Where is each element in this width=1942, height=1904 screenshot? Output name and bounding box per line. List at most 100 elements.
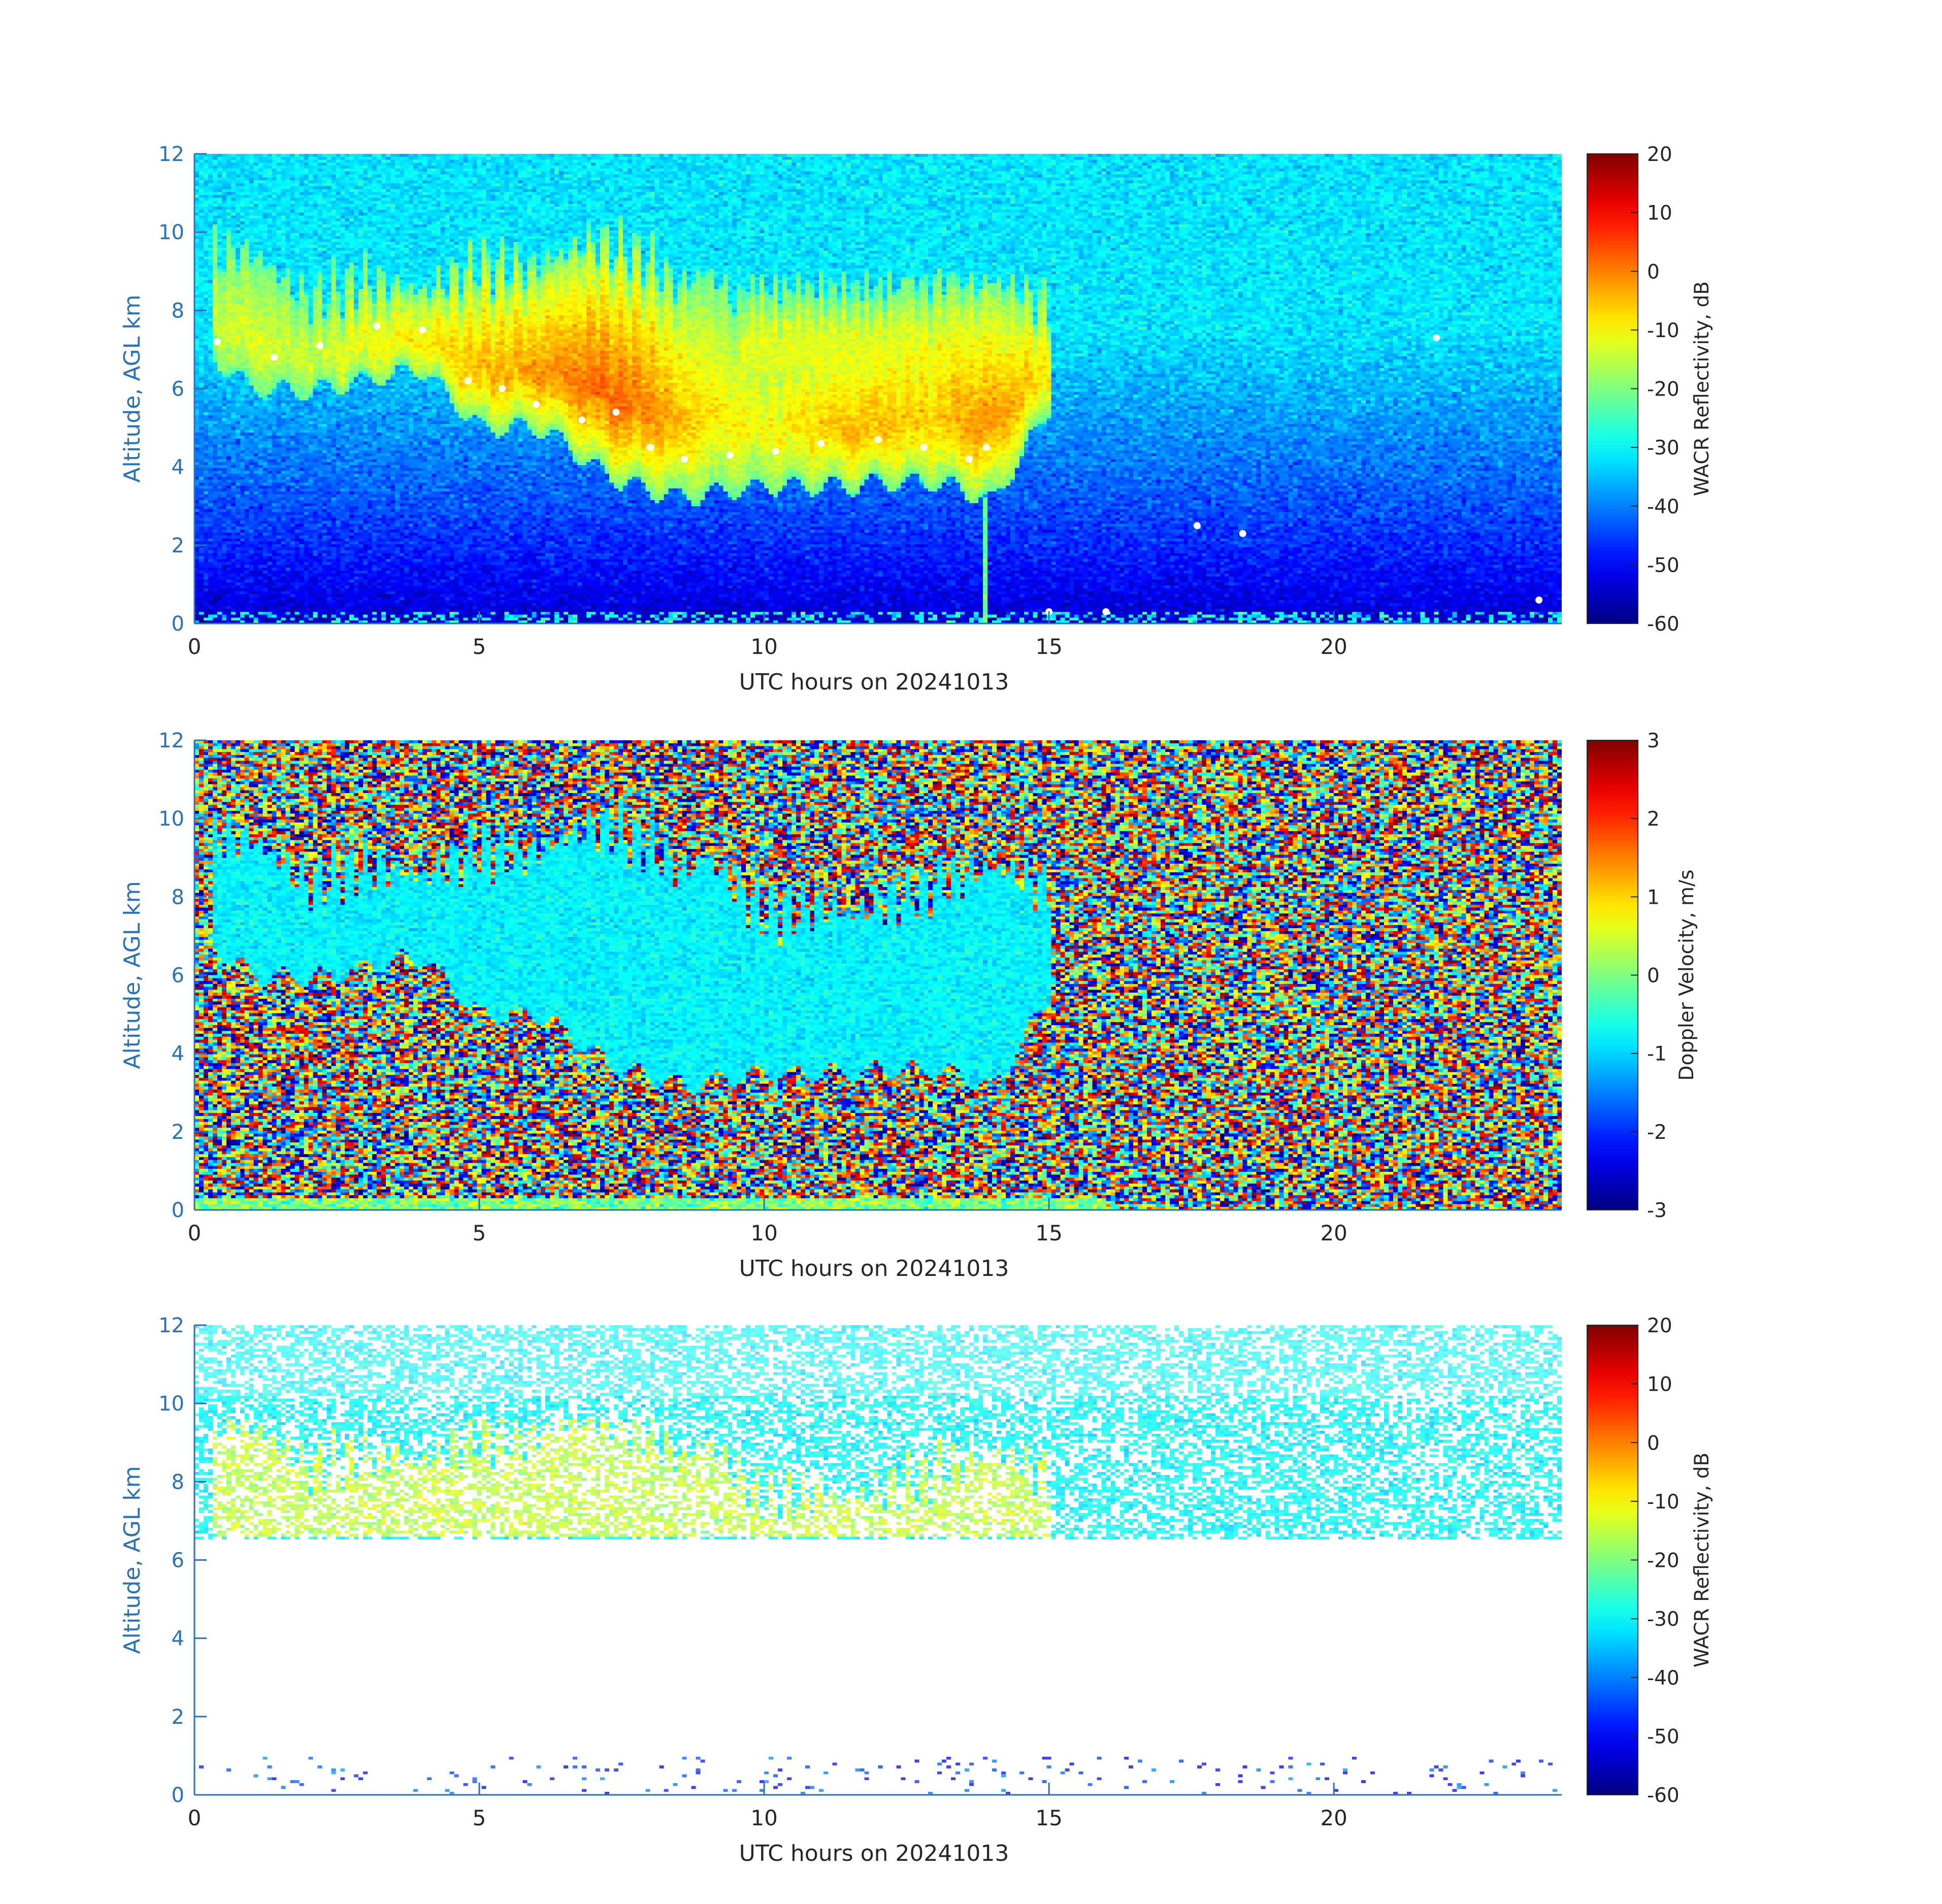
white-marker — [1193, 522, 1201, 530]
y-axis-label: Altitude, AGL km — [119, 294, 145, 482]
heatmap-image — [194, 740, 1562, 1210]
x-tick-label: 10 — [750, 634, 777, 659]
white-marker — [498, 385, 506, 392]
white-marker — [213, 338, 221, 345]
panel-top: 0 2 4 6 8 10 12 0 5 10 15 20 UTC hours on 20241013 Al… — [119, 143, 1714, 695]
y-tick-label: 12 — [158, 729, 184, 752]
colorbar-tick-label: -60 — [1647, 1784, 1680, 1807]
x-tick-label: 15 — [1035, 634, 1062, 659]
white-marker — [1535, 596, 1543, 604]
white-marker — [874, 436, 882, 443]
y-tick-label: 0 — [172, 1199, 184, 1222]
white-marker — [533, 401, 540, 408]
panel-bottom: 0 2 4 6 8 10 12 0 5 10 15 20 UTC hours on 20241013 Al… — [119, 1314, 1714, 1866]
colorbar — [1587, 740, 1638, 1210]
x-tick-label: 5 — [473, 1221, 486, 1245]
white-marker — [1433, 334, 1440, 342]
heatmap-image — [194, 1325, 1562, 1795]
x-tick-label: 15 — [1035, 1221, 1062, 1245]
y-tick-label: 10 — [158, 221, 184, 244]
x-tick-label: 0 — [188, 1221, 202, 1245]
colorbar-label: WACR Reflectivity, dB — [1691, 1453, 1714, 1667]
y-tick-label: 6 — [172, 1549, 184, 1572]
y-tick-label: 4 — [172, 1042, 184, 1066]
colorbar-tick-label: 2 — [1647, 808, 1660, 831]
white-marker — [982, 444, 990, 451]
white-marker — [966, 455, 973, 463]
x-tick-label: 0 — [188, 634, 202, 659]
y-tick-label: 10 — [158, 1392, 184, 1416]
colorbar-tick-label: -30 — [1647, 1608, 1680, 1631]
y-tick-label: 6 — [172, 378, 184, 401]
white-marker — [316, 342, 323, 349]
white-marker — [680, 455, 688, 463]
colorbar-tick-label: 20 — [1647, 143, 1672, 166]
y-tick-label: 0 — [172, 1784, 184, 1807]
colorbar-tick-label: -50 — [1647, 554, 1680, 577]
colorbar-tick-label: -60 — [1647, 613, 1680, 636]
colorbar-tick-label: -2 — [1647, 1121, 1667, 1144]
x-tick-label: 20 — [1320, 634, 1347, 659]
y-tick-label: 0 — [172, 612, 184, 636]
colorbar — [1587, 1325, 1638, 1795]
x-tick-label: 5 — [473, 1805, 486, 1830]
y-tick-label: 8 — [172, 885, 184, 909]
white-marker — [646, 444, 654, 451]
white-marker — [612, 408, 620, 416]
colorbar — [1587, 153, 1638, 624]
white-marker — [578, 416, 586, 424]
x-axis-label: UTC hours on 20241013 — [739, 1256, 1009, 1282]
colorbar-label: Doppler Velocity, m/s — [1675, 870, 1698, 1081]
x-axis-label: UTC hours on 20241013 — [739, 1841, 1009, 1866]
colorbar-tick-label: 10 — [1647, 1373, 1672, 1396]
x-tick-label: 20 — [1320, 1805, 1347, 1830]
white-marker — [464, 377, 472, 385]
x-tick-label: 0 — [188, 1805, 202, 1830]
y-tick-label: 4 — [172, 456, 184, 479]
y-tick-label: 2 — [172, 1705, 184, 1729]
colorbar-label: WACR Reflectivity, dB — [1691, 281, 1714, 496]
colorbar-tick-label: -50 — [1647, 1725, 1680, 1748]
y-tick-label: 8 — [172, 1470, 184, 1494]
white-marker — [373, 322, 381, 330]
y-axis-label: Altitude, AGL km — [119, 881, 145, 1069]
colorbar-tick-label: -40 — [1647, 496, 1680, 518]
y-tick-label: 2 — [172, 1121, 184, 1144]
colorbar-tick-label: -40 — [1647, 1667, 1680, 1690]
y-tick-label: 12 — [158, 1314, 184, 1337]
colorbar-tick-label: 1 — [1647, 886, 1660, 909]
white-marker — [1239, 530, 1246, 537]
colorbar-tick-label: 0 — [1647, 260, 1660, 283]
white-marker — [817, 440, 825, 447]
colorbar-tick-label: 20 — [1647, 1315, 1672, 1337]
colorbar-tick-label: -3 — [1647, 1199, 1667, 1222]
y-tick-label: 12 — [158, 143, 184, 166]
y-tick-label: 6 — [172, 964, 184, 988]
colorbar-tick-label: -20 — [1647, 1550, 1680, 1572]
white-marker — [772, 447, 779, 455]
colorbar-tick-label: -1 — [1647, 1043, 1667, 1066]
x-tick-label: 20 — [1320, 1221, 1347, 1245]
colorbar-tick-label: 0 — [1647, 1432, 1660, 1455]
y-axis-label: Altitude, AGL km — [119, 1466, 145, 1654]
white-marker — [1102, 608, 1110, 615]
y-tick-label: 4 — [172, 1627, 184, 1651]
y-tick-label: 10 — [158, 807, 184, 831]
y-tick-label: 8 — [172, 299, 184, 322]
x-tick-label: 15 — [1035, 1805, 1062, 1830]
white-marker — [726, 451, 734, 459]
colorbar-tick-label: 3 — [1647, 730, 1660, 752]
colorbar-tick-label: -20 — [1647, 378, 1680, 401]
y-tick-label: 2 — [172, 534, 184, 557]
colorbar-tick-label: -10 — [1647, 1491, 1680, 1514]
colorbar-tick-label: 10 — [1647, 202, 1672, 225]
white-marker — [418, 326, 426, 334]
colorbar-tick-label: -30 — [1647, 437, 1680, 459]
colorbar-tick-label: 0 — [1647, 965, 1660, 988]
x-tick-label: 10 — [750, 1805, 777, 1830]
white-marker — [920, 444, 928, 451]
x-tick-label: 5 — [473, 634, 486, 659]
white-marker — [271, 353, 278, 361]
